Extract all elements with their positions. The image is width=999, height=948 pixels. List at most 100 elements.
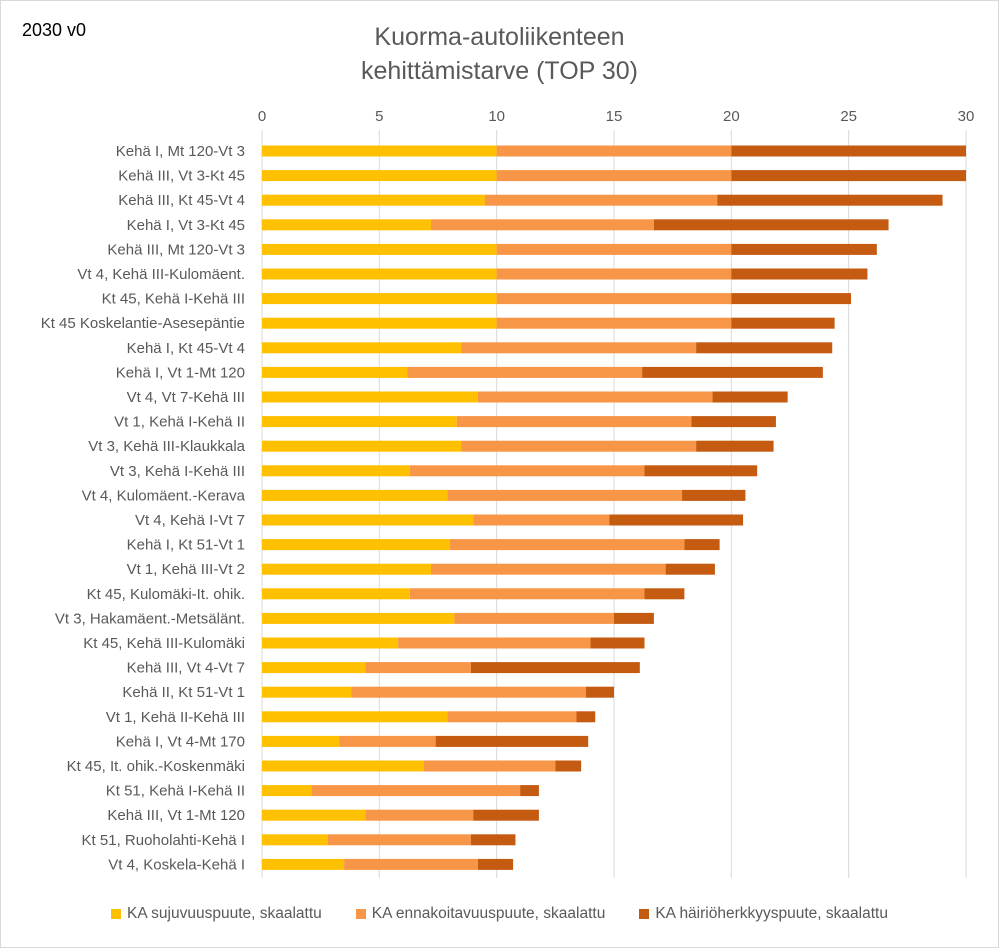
bar-segment-3 bbox=[682, 489, 746, 501]
x-tick-label: 15 bbox=[606, 108, 623, 125]
bar-segment-1 bbox=[262, 735, 340, 747]
bar-segment-1 bbox=[262, 268, 497, 280]
bar-segment-3 bbox=[520, 785, 539, 797]
bar-segment-2 bbox=[430, 219, 654, 231]
category-label: Kt 51, Ruoholahti-Kehä I bbox=[82, 832, 245, 849]
category-label: Kehä III, Kt 45-Vt 4 bbox=[118, 192, 245, 209]
legend-label: KA ennakoitavuuspuute, skaalattu bbox=[371, 905, 606, 922]
category-label: Vt 3, Kehä I-Kehä III bbox=[110, 463, 245, 480]
bar-segment-1 bbox=[262, 416, 457, 428]
bar-segment-1 bbox=[262, 170, 497, 182]
bar-segment-2 bbox=[496, 293, 732, 305]
bar-segment-3 bbox=[696, 342, 833, 354]
bar-segment-2 bbox=[496, 243, 732, 255]
category-label: Vt 4, Kehä I-Vt 7 bbox=[135, 512, 245, 529]
bar-segment-3 bbox=[653, 219, 889, 231]
bar-segment-2 bbox=[407, 366, 643, 378]
category-label: Kt 45, It. ohik.-Koskenmäki bbox=[67, 758, 245, 775]
bar-segment-2 bbox=[447, 711, 577, 723]
category-label: Kehä III, Mt 120-Vt 3 bbox=[107, 241, 245, 258]
bar-segment-3 bbox=[642, 366, 823, 378]
category-label: Kt 45 Koskelantie-Asesepäntie bbox=[41, 315, 245, 332]
category-label: Vt 4, Koskela-Kehä I bbox=[108, 856, 245, 873]
bar-segment-3 bbox=[576, 711, 596, 723]
x-tick-label: 30 bbox=[958, 108, 975, 125]
bar-segment-1 bbox=[262, 612, 455, 624]
bar-segment-1 bbox=[262, 366, 408, 378]
bar-segment-2 bbox=[311, 785, 521, 797]
bar-segment-1 bbox=[262, 219, 431, 231]
bar-segment-1 bbox=[262, 662, 366, 674]
bar-segment-2 bbox=[344, 858, 478, 870]
category-label: Vt 3, Kehä III-Klaukkala bbox=[88, 438, 245, 455]
bar-segment-2 bbox=[430, 563, 666, 575]
bar-segment-2 bbox=[365, 662, 471, 674]
bar-segment-2 bbox=[423, 760, 556, 772]
chart-title-line-1: Kuorma-autoliikenteen bbox=[374, 23, 625, 51]
bar-segment-3 bbox=[470, 662, 640, 674]
category-label: Kt 51, Kehä I-Kehä II bbox=[106, 783, 245, 800]
category-label: Vt 1, Kehä II-Kehä III bbox=[106, 709, 245, 726]
category-label: Vt 4, Kulomäent.-Kerava bbox=[82, 487, 246, 504]
bar-segment-3 bbox=[731, 243, 877, 255]
bar-segment-1 bbox=[262, 563, 431, 575]
bar-segment-3 bbox=[731, 293, 852, 305]
bar-segment-3 bbox=[614, 612, 654, 624]
bar-segment-3 bbox=[609, 514, 744, 526]
category-label: Kehä I, Vt 3-Kt 45 bbox=[127, 217, 245, 234]
bar-segment-3 bbox=[644, 588, 685, 600]
x-tick-label: 5 bbox=[375, 108, 383, 125]
chart-title: Kuorma-autoliikenteen kehittämistarve (T… bbox=[0, 20, 999, 88]
legend-item-2: KA ennakoitavuuspuute, skaalattu bbox=[355, 905, 606, 923]
bar-segment-1 bbox=[262, 785, 312, 797]
category-label: Kehä I, Vt 4-Mt 170 bbox=[116, 733, 245, 750]
legend: KA sujuvuuspuute, skaalattu KA ennakoitav… bbox=[0, 905, 999, 923]
bar-segment-2 bbox=[461, 440, 697, 452]
bar-segment-3 bbox=[731, 317, 835, 329]
x-tick-label: 25 bbox=[840, 108, 857, 125]
category-label: Kehä I, Kt 45-Vt 4 bbox=[127, 340, 245, 357]
legend-swatch bbox=[355, 909, 366, 919]
bar-segment-3 bbox=[470, 834, 516, 846]
bar-segment-2 bbox=[456, 416, 692, 428]
bar-segment-1 bbox=[262, 465, 410, 477]
bar-segment-3 bbox=[731, 145, 966, 157]
category-label: Vt 3, Hakamäent.-Metsälänt. bbox=[55, 610, 245, 627]
bar-segment-3 bbox=[644, 465, 758, 477]
category-label: Kehä I, Mt 120-Vt 3 bbox=[116, 143, 245, 160]
bar-segment-1 bbox=[262, 760, 424, 772]
bar-segment-1 bbox=[262, 145, 497, 157]
bar-segment-2 bbox=[484, 194, 718, 206]
legend-item-1: KA sujuvuuspuute, skaalattu bbox=[111, 905, 322, 923]
bar-segment-3 bbox=[696, 440, 774, 452]
bar-segment-1 bbox=[262, 809, 366, 821]
x-tick-label: 0 bbox=[258, 108, 266, 125]
category-label: Vt 4, Vt 7-Kehä III bbox=[127, 389, 245, 406]
category-label: Vt 4, Kehä III-Kulomäent. bbox=[77, 266, 245, 283]
bar-segment-1 bbox=[262, 858, 345, 870]
bar-segment-1 bbox=[262, 293, 497, 305]
bar-segment-2 bbox=[496, 317, 732, 329]
category-label: Kt 45, Kehä III-Kulomäki bbox=[83, 635, 245, 652]
version-label: 2030 v0 bbox=[22, 20, 87, 40]
category-label: Kehä I, Vt 1-Mt 120 bbox=[116, 364, 245, 381]
bar-segment-3 bbox=[731, 268, 868, 280]
bar-segment-1 bbox=[262, 489, 448, 501]
bar-segment-2 bbox=[365, 809, 474, 821]
bar-segment-3 bbox=[477, 858, 514, 870]
legend-swatch bbox=[639, 909, 650, 919]
bar-segment-3 bbox=[555, 760, 582, 772]
category-label: Vt 1, Kehä III-Vt 2 bbox=[127, 561, 245, 578]
bar-segment-3 bbox=[435, 735, 589, 747]
category-label: Kehä III, Vt 1-Mt 120 bbox=[107, 807, 245, 824]
category-label: Kt 45, Kehä I-Kehä III bbox=[102, 291, 245, 308]
bar-segment-2 bbox=[398, 637, 591, 649]
bar-segment-1 bbox=[262, 637, 399, 649]
category-label: Kehä III, Vt 3-Kt 45 bbox=[118, 168, 245, 185]
bar-segment-2 bbox=[473, 514, 610, 526]
bar-segment-2 bbox=[496, 170, 732, 182]
bar-segment-3 bbox=[712, 391, 788, 403]
bar-segment-3 bbox=[731, 170, 966, 182]
bar-segment-3 bbox=[684, 539, 720, 551]
